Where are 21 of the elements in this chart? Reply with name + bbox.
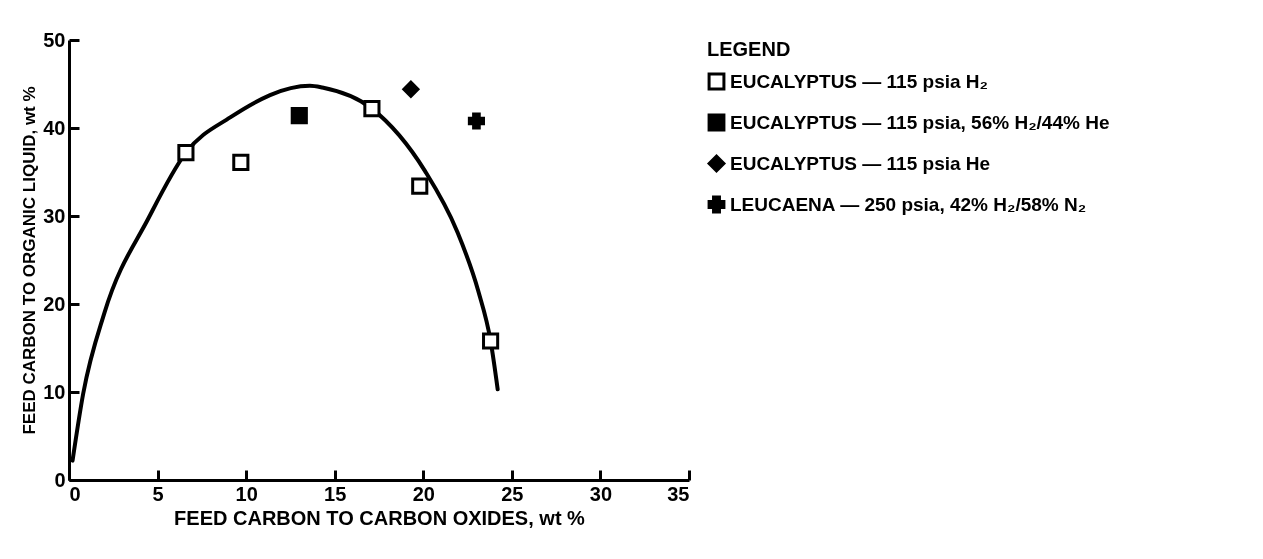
legend-label: LEUCAENA — 250 psia, 42% H₂/58% N₂: [730, 193, 1087, 215]
x-tick-label: 15: [324, 482, 347, 505]
x-tick-label: 0: [69, 482, 81, 505]
y-tick-label: 10: [43, 380, 66, 403]
x-tick-label: 30: [589, 482, 613, 505]
y-tick-label: 40: [43, 116, 66, 139]
x-axis-title: FEED CARBON TO CARBON OXIDES, wt %: [174, 506, 586, 529]
legend-title: LEGEND: [707, 38, 791, 60]
y-tick-label: 50: [43, 28, 66, 51]
legend-label: EUCALYPTUS — 115 psia, 56% H₂/44% He: [730, 111, 1110, 133]
x-tick-label: 20: [412, 482, 435, 505]
y-tick-label: 20: [43, 292, 66, 315]
x-tick-label: 5: [152, 482, 164, 505]
y-tick-label: 30: [43, 204, 66, 227]
x-tick-label: 10: [235, 482, 258, 505]
x-tick-label: 35: [667, 482, 690, 505]
x-tick-label: 25: [501, 482, 524, 505]
legend-label: EUCALYPTUS — 115 psia H₂: [730, 70, 988, 92]
y-axis-title: FEED CARBON TO ORGANIC LIQUID, wt %: [20, 86, 40, 435]
y-tick-label: 0: [54, 468, 66, 491]
legend-label: EUCALYPTUS — 115 psia He: [730, 152, 991, 174]
